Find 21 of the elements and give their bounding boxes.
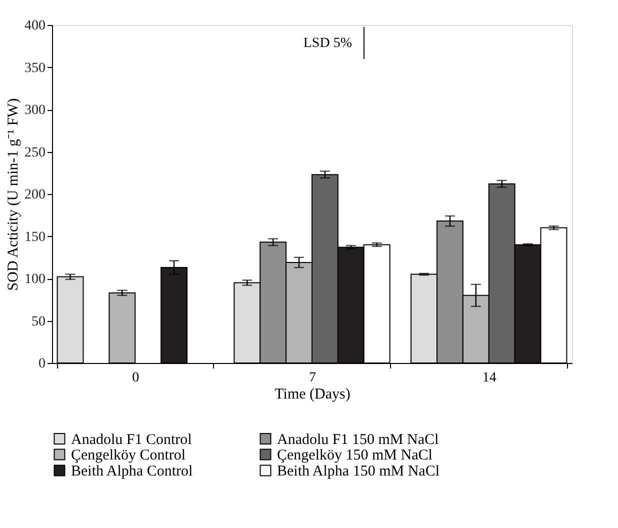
x-tick-label: 0 (132, 370, 140, 386)
x-axis-title: Time (Days) (274, 386, 350, 402)
y-tick-label: 150 (24, 230, 46, 245)
legend-label: Çengelköy Control (71, 448, 186, 464)
legend-label: Beith Alpha Control (71, 464, 193, 480)
x-tick-label: 7 (309, 370, 316, 386)
legend-label: Çengelköy 150 mM NaCl (277, 448, 432, 464)
y-tick-label: 400 (24, 18, 46, 34)
y-tick-label: 200 (24, 188, 46, 202)
legend-label: Anadolu F1 150 mM NaCl (277, 432, 439, 448)
y-tick-label: 300 (24, 103, 46, 118)
y-axis-title: SOD Acticity (U min-1 g⁻¹ FW) (6, 98, 22, 291)
y-tick-label: 250 (24, 145, 46, 160)
legend-label: Anadolu F1 Control (71, 432, 192, 448)
y-tick-label: 50 (32, 314, 46, 330)
annotation: LSD 5% (303, 36, 352, 51)
y-tick-label: 100 (24, 272, 46, 287)
y-tick-label: 350 (24, 60, 46, 76)
y-tick-label: 0 (38, 356, 46, 372)
legend-label: Beith Alpha 150 mM NaCl (277, 464, 440, 480)
x-tick-label: 14 (482, 370, 496, 386)
